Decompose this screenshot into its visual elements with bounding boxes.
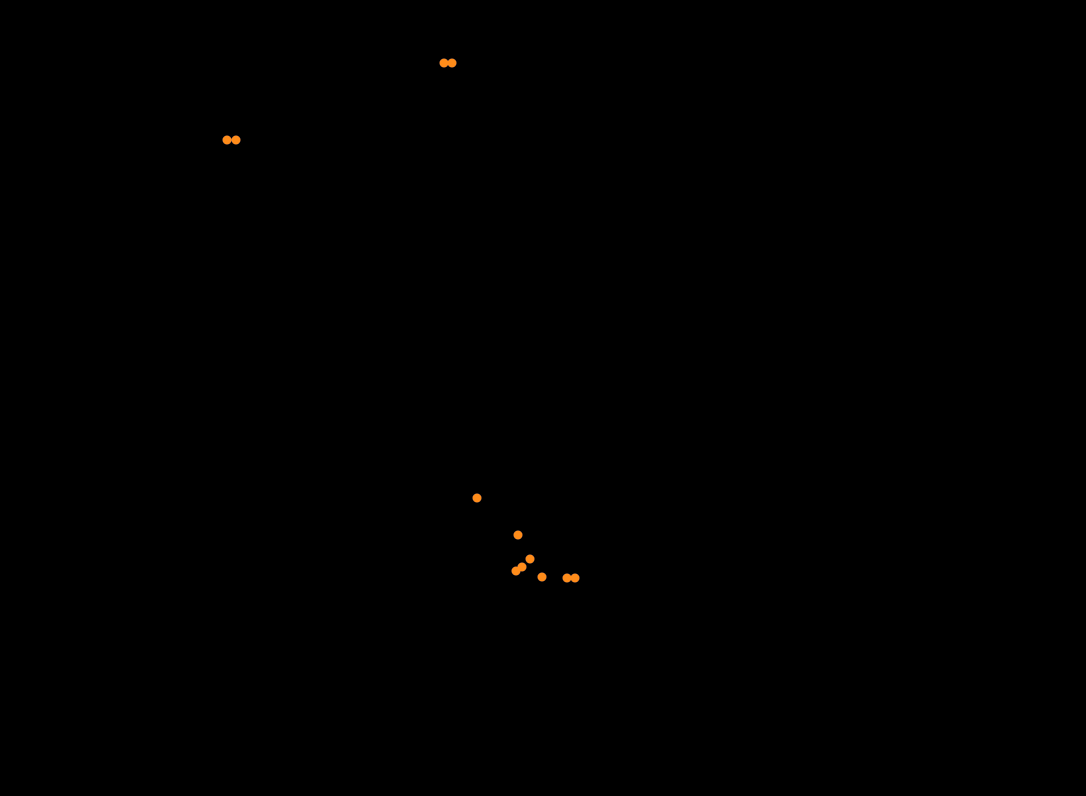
scatter-point-orange	[563, 574, 572, 583]
scatter-point-orange	[512, 567, 521, 576]
scatter-plot	[0, 0, 1086, 796]
scatter-point-orange	[571, 574, 580, 583]
scatter-point-orange	[223, 136, 232, 145]
scatter-point-orange	[538, 573, 547, 582]
scatter-point-orange	[448, 59, 457, 68]
scatter-point-orange	[514, 531, 523, 540]
scatter-point-orange	[440, 59, 449, 68]
scatter-point-orange	[526, 555, 535, 564]
scatter-point-orange	[232, 136, 241, 145]
scatter-point-orange	[473, 494, 482, 503]
